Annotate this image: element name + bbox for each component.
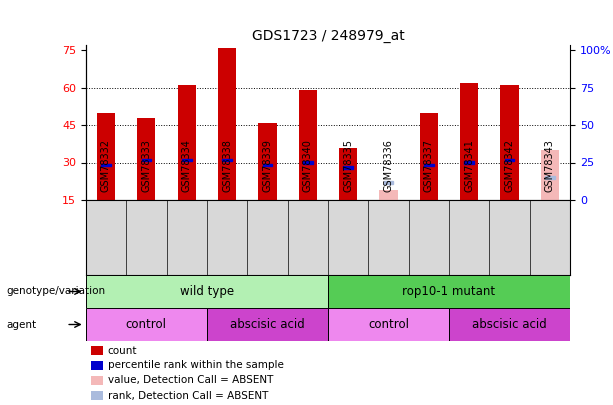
Bar [424,164,433,166]
Bar [86,275,328,308]
Bar [541,150,559,200]
Text: genotype/variation: genotype/variation [6,286,105,296]
Bar [460,83,478,200]
Bar [328,275,570,308]
Text: count: count [108,345,137,356]
Bar [379,190,398,200]
Bar [384,181,394,184]
Bar [223,159,232,161]
Bar [182,159,191,161]
Bar [97,113,115,200]
Bar [545,176,555,179]
Text: abscisic acid: abscisic acid [472,318,547,331]
Text: value, Detection Call = ABSENT: value, Detection Call = ABSENT [108,375,273,386]
Bar [465,161,474,164]
Text: rop10-1 mutant: rop10-1 mutant [403,285,495,298]
Text: control: control [368,318,409,331]
Text: rank, Detection Call = ABSENT: rank, Detection Call = ABSENT [108,390,268,401]
Text: agent: agent [6,320,36,330]
Bar [258,122,276,200]
Bar [420,113,438,200]
Bar [178,85,196,200]
Text: percentile rank within the sample: percentile rank within the sample [108,360,283,371]
Bar [299,90,317,200]
Bar [262,164,272,166]
Title: GDS1723 / 248979_at: GDS1723 / 248979_at [251,29,405,43]
Bar [91,376,103,385]
Bar [303,161,313,164]
Bar [142,159,151,161]
Bar [91,361,103,370]
Bar [101,164,111,166]
Bar [218,47,236,200]
Bar [207,308,328,341]
Text: abscisic acid: abscisic acid [230,318,305,331]
Text: control: control [126,318,167,331]
Bar [504,159,514,161]
Bar [500,85,519,200]
Bar [339,147,357,200]
Bar [86,308,207,341]
Bar [449,308,570,341]
Bar [91,391,103,400]
Bar [343,166,353,169]
Bar [328,308,449,341]
Bar [91,346,103,355]
Text: wild type: wild type [180,285,234,298]
Bar [137,117,156,200]
